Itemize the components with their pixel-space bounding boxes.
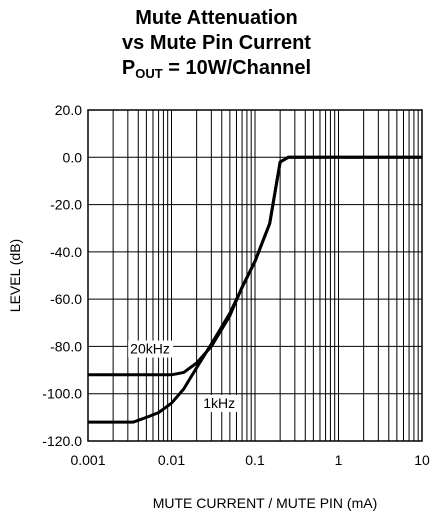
- plot-frame: [87, 109, 423, 442]
- y-tick-label: 20.0: [55, 102, 82, 118]
- annotation-background: [201, 394, 239, 412]
- x-tick-label: 1: [335, 452, 343, 468]
- chart-title-line2: vs Mute Pin Current: [122, 32, 311, 54]
- annotation-background: [128, 340, 174, 358]
- y-tick-labels: 20.0 0.0 -20.0 -40.0 -60.0 -80.0 -100.0 -120.0: [42, 102, 82, 449]
- chart-title-line1: Mute Attenuation: [135, 7, 298, 29]
- y-axis-label: LEVEL (dB): [7, 239, 23, 312]
- y-tick-label: -60.0: [50, 291, 82, 307]
- chart-title-line3: POUT = 10W/Channel: [0, 56, 433, 82]
- y-tick-label: -80.0: [50, 338, 82, 354]
- y-tick-label: 0.0: [63, 149, 83, 165]
- x-tick-label: 10: [414, 452, 430, 468]
- annotation-label-20khz: 20kHz: [130, 341, 170, 357]
- x-tick-label: 0.1: [245, 452, 265, 468]
- annotation-label-1khz: 1kHz: [203, 395, 235, 411]
- x-tick-label: 0.001: [70, 452, 105, 468]
- title-power-value: = 10W/Channel: [162, 57, 312, 79]
- title-p: P: [121, 57, 136, 79]
- series-lines: [88, 155, 422, 424]
- series-line-1khz: [88, 155, 422, 424]
- x-axis-label: MUTE CURRENT / MUTE PIN (mA): [153, 495, 378, 511]
- y-tick-label: -100.0: [42, 386, 82, 402]
- y-tick-label: -120.0: [42, 433, 82, 449]
- y-tick-label: -40.0: [50, 244, 82, 260]
- grid: [87, 109, 422, 442]
- title-subscript-out: OUT: [135, 66, 163, 81]
- annotations: 20kHz 1kHz: [128, 340, 239, 412]
- x-tick-labels: 0.001 0.01 0.1 1 10: [70, 452, 430, 468]
- x-tick-label: 0.01: [158, 452, 185, 468]
- y-tick-label: -20.0: [50, 197, 82, 213]
